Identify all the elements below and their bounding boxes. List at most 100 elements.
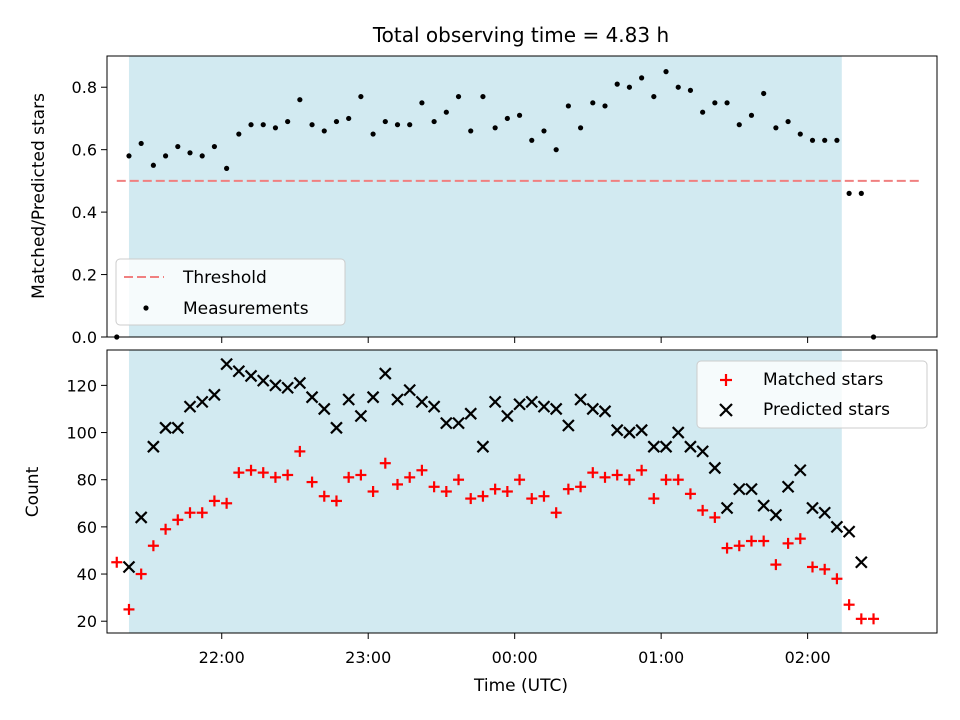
x-b — [732, 482, 746, 496]
x-b — [598, 405, 612, 418]
matched-star-point — [123, 603, 135, 615]
measurement-point — [468, 128, 474, 134]
predicted-star-point — [781, 480, 795, 494]
matched-star-point — [343, 471, 355, 483]
matched-star-point — [721, 542, 733, 554]
predicted-star-point — [818, 506, 831, 520]
x-tick-label: 02:00 — [785, 648, 831, 667]
matched-star-point — [233, 467, 245, 479]
matched-star-point — [501, 486, 513, 497]
predicted-star-point — [684, 440, 697, 453]
predicted-star-point — [549, 402, 563, 416]
matched-star-point — [257, 467, 269, 479]
predicted-star-point — [293, 376, 307, 390]
x-b — [684, 440, 697, 453]
x-b — [818, 506, 831, 520]
predicted-star-point — [745, 482, 758, 496]
x-axis-label: Time (UTC) — [473, 676, 568, 696]
measurement-point — [309, 122, 315, 128]
bottom-y-tick-label: 120 — [66, 376, 97, 395]
predicted-star-point — [574, 393, 587, 406]
measurement-point — [321, 128, 327, 134]
predicted-star-point — [183, 400, 197, 413]
legend-matched-swatch — [720, 374, 732, 386]
predicted-star-point — [379, 367, 392, 380]
matched-star-point — [379, 457, 391, 469]
x-b — [549, 402, 563, 416]
bottom-y-tick-label: 40 — [77, 565, 97, 584]
top-y-tick-label: 0.8 — [72, 78, 97, 97]
x-b — [183, 400, 197, 413]
x-tick-label: 22:00 — [199, 648, 245, 667]
legend-predicted-swatch — [719, 403, 733, 417]
predicted-star-point — [769, 508, 783, 522]
legend-predicted-label: Predicted stars — [763, 400, 890, 420]
measurement-point — [724, 100, 730, 106]
x-b — [147, 440, 160, 453]
matched-star-point — [819, 563, 831, 575]
matched-star-point — [672, 474, 684, 486]
predicted-star-point — [586, 402, 600, 416]
bottom-y-tick-label: 60 — [77, 518, 97, 537]
matched-star-point — [782, 537, 794, 549]
predicted-star-point — [842, 525, 856, 538]
measurement-point — [590, 100, 596, 106]
matched-star-point — [807, 561, 818, 573]
measurement-point — [419, 100, 425, 106]
predicted-star-point — [720, 501, 734, 515]
matched-star-point — [282, 469, 294, 481]
matched-star-point — [306, 476, 318, 488]
matched-star-point — [184, 507, 196, 519]
x-b — [195, 395, 209, 409]
matched-star-point — [587, 467, 599, 479]
top-plot-frame — [106, 55, 938, 338]
measurement-point — [394, 122, 401, 128]
x-b — [745, 482, 758, 496]
predicted-star-point — [708, 461, 722, 475]
x-b — [379, 367, 392, 380]
matched-star-point — [440, 486, 452, 497]
predicted-star-point — [195, 395, 209, 409]
measurement-point — [834, 137, 840, 143]
predicted-star-point — [208, 388, 221, 402]
matched-star-point — [404, 471, 416, 483]
predicted-star-point — [391, 393, 404, 406]
predicted-star-point — [281, 381, 294, 395]
predicted-star-point — [476, 440, 490, 453]
measurement-point — [211, 143, 218, 150]
top-legend: Threshold Measurements — [115, 258, 346, 326]
predicted-star-point — [147, 440, 160, 453]
measurement-point — [602, 103, 608, 109]
x-b — [855, 555, 868, 569]
measurement-point — [272, 125, 279, 131]
x-b — [305, 390, 319, 404]
measurement-point — [822, 137, 828, 143]
matched-star-point — [575, 481, 587, 493]
measurement-point — [333, 118, 340, 125]
matched-star-point — [477, 490, 489, 502]
top-y-ticks: 0.0 0.2 0.4 0.6 0.8 — [72, 78, 107, 347]
bottom-x-ticks: 22:00 23:00 00:00 01:00 02:00 — [199, 633, 831, 667]
measurement-point — [431, 118, 437, 125]
matched-star-point — [245, 464, 257, 476]
predicted-star-point — [317, 402, 331, 416]
top-y-tick-label: 0.6 — [72, 141, 97, 160]
x-b — [134, 511, 148, 524]
predicted-star-point — [806, 501, 819, 515]
x-b — [635, 423, 648, 437]
x-b — [244, 369, 258, 383]
measurement-point — [199, 153, 205, 159]
measurement-point — [809, 137, 816, 143]
x-b — [623, 426, 636, 439]
x-b — [830, 520, 844, 534]
x-b — [513, 397, 526, 411]
matched-star-point — [550, 507, 562, 519]
bottom-plot-frame — [106, 349, 938, 634]
predicted-star-point — [464, 407, 478, 420]
predicted-star-point — [122, 560, 136, 574]
matched-star-point — [269, 471, 281, 483]
top-y-tick-label: 0.4 — [72, 203, 97, 222]
x-b — [659, 440, 673, 453]
x-b — [440, 416, 453, 430]
